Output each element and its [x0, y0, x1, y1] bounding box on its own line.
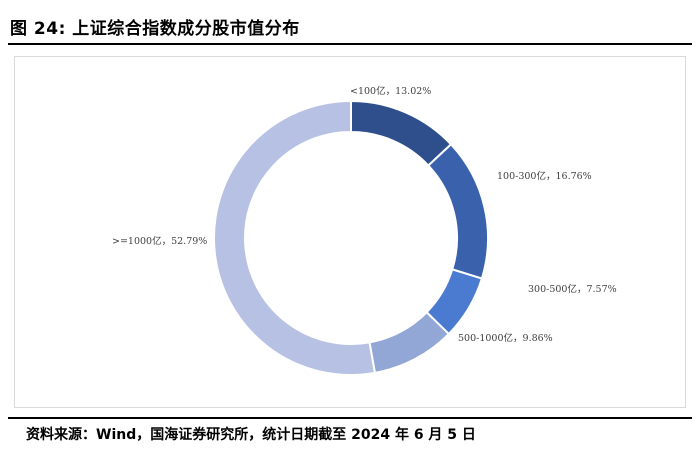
page-title: 图 24: 上证综合指数成分股市值分布: [10, 19, 300, 39]
slice-label-1: <100亿，13.02%: [350, 85, 431, 97]
title-divider: [8, 43, 692, 45]
donut-slice-2: [426, 142, 489, 280]
donut-slice-1: [350, 99, 453, 167]
slice-label-2: 100-300亿，16.76%: [497, 170, 592, 182]
donut-slice-4: [368, 310, 451, 375]
slice-label-3: 300-500亿，7.57%: [528, 283, 617, 295]
slice-label-5: >=1000亿，52.79%: [112, 235, 207, 247]
source-divider: [8, 417, 692, 419]
source-note: 资料来源：Wind，国海证券研究所，统计日期截至 2024 年 6 月 5 日: [26, 427, 476, 443]
donut-slice-5: [213, 99, 377, 376]
slice-label-4: 500-1000亿，9.86%: [458, 332, 553, 344]
chart-frame: [14, 56, 686, 408]
